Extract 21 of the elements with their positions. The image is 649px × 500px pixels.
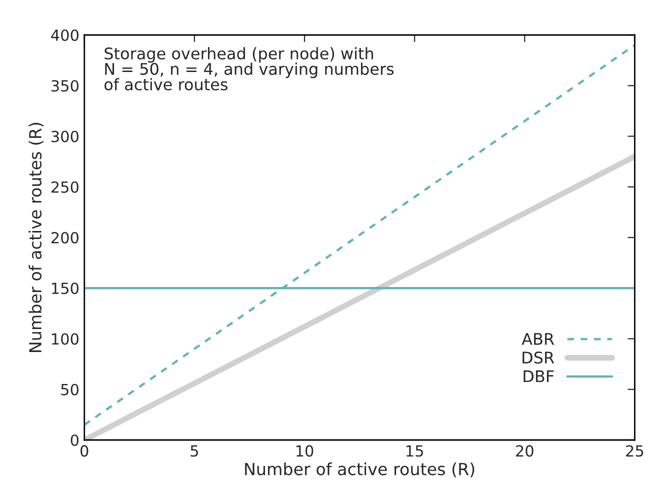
y-tick-label: 100	[52, 333, 78, 345]
x-tick-label: 15	[406, 445, 423, 457]
x-tick-label: 20	[516, 445, 534, 457]
y-tick-label: 0	[70, 434, 78, 446]
x-tick-label: 25	[626, 445, 644, 457]
x-tick-label: 10	[296, 445, 314, 457]
y-tick-label: 150	[52, 282, 78, 294]
y-tick-label: 50	[61, 384, 78, 396]
x-tick-label: 5	[190, 445, 198, 457]
y-tick-label: 200	[51, 232, 78, 244]
x-axis-title: Number of active routes (R)	[245, 462, 474, 478]
y-tick-label: 400	[51, 29, 78, 42]
y-tick-label: 350	[52, 80, 78, 92]
annotation: Storage overhead (per node) with N = 50, n = 4, and varying numbers of active routes	[104, 47, 394, 90]
y-tick-label: 250	[51, 181, 78, 193]
legend-label: ABR	[522, 333, 554, 345]
x-tick-label: 0	[80, 445, 88, 457]
y-tick-label: 300	[52, 130, 78, 142]
legend-label: DSR	[522, 352, 554, 364]
legend-label: DBF	[524, 370, 554, 382]
y-axis-title: Number of active routes (R)	[28, 122, 44, 352]
